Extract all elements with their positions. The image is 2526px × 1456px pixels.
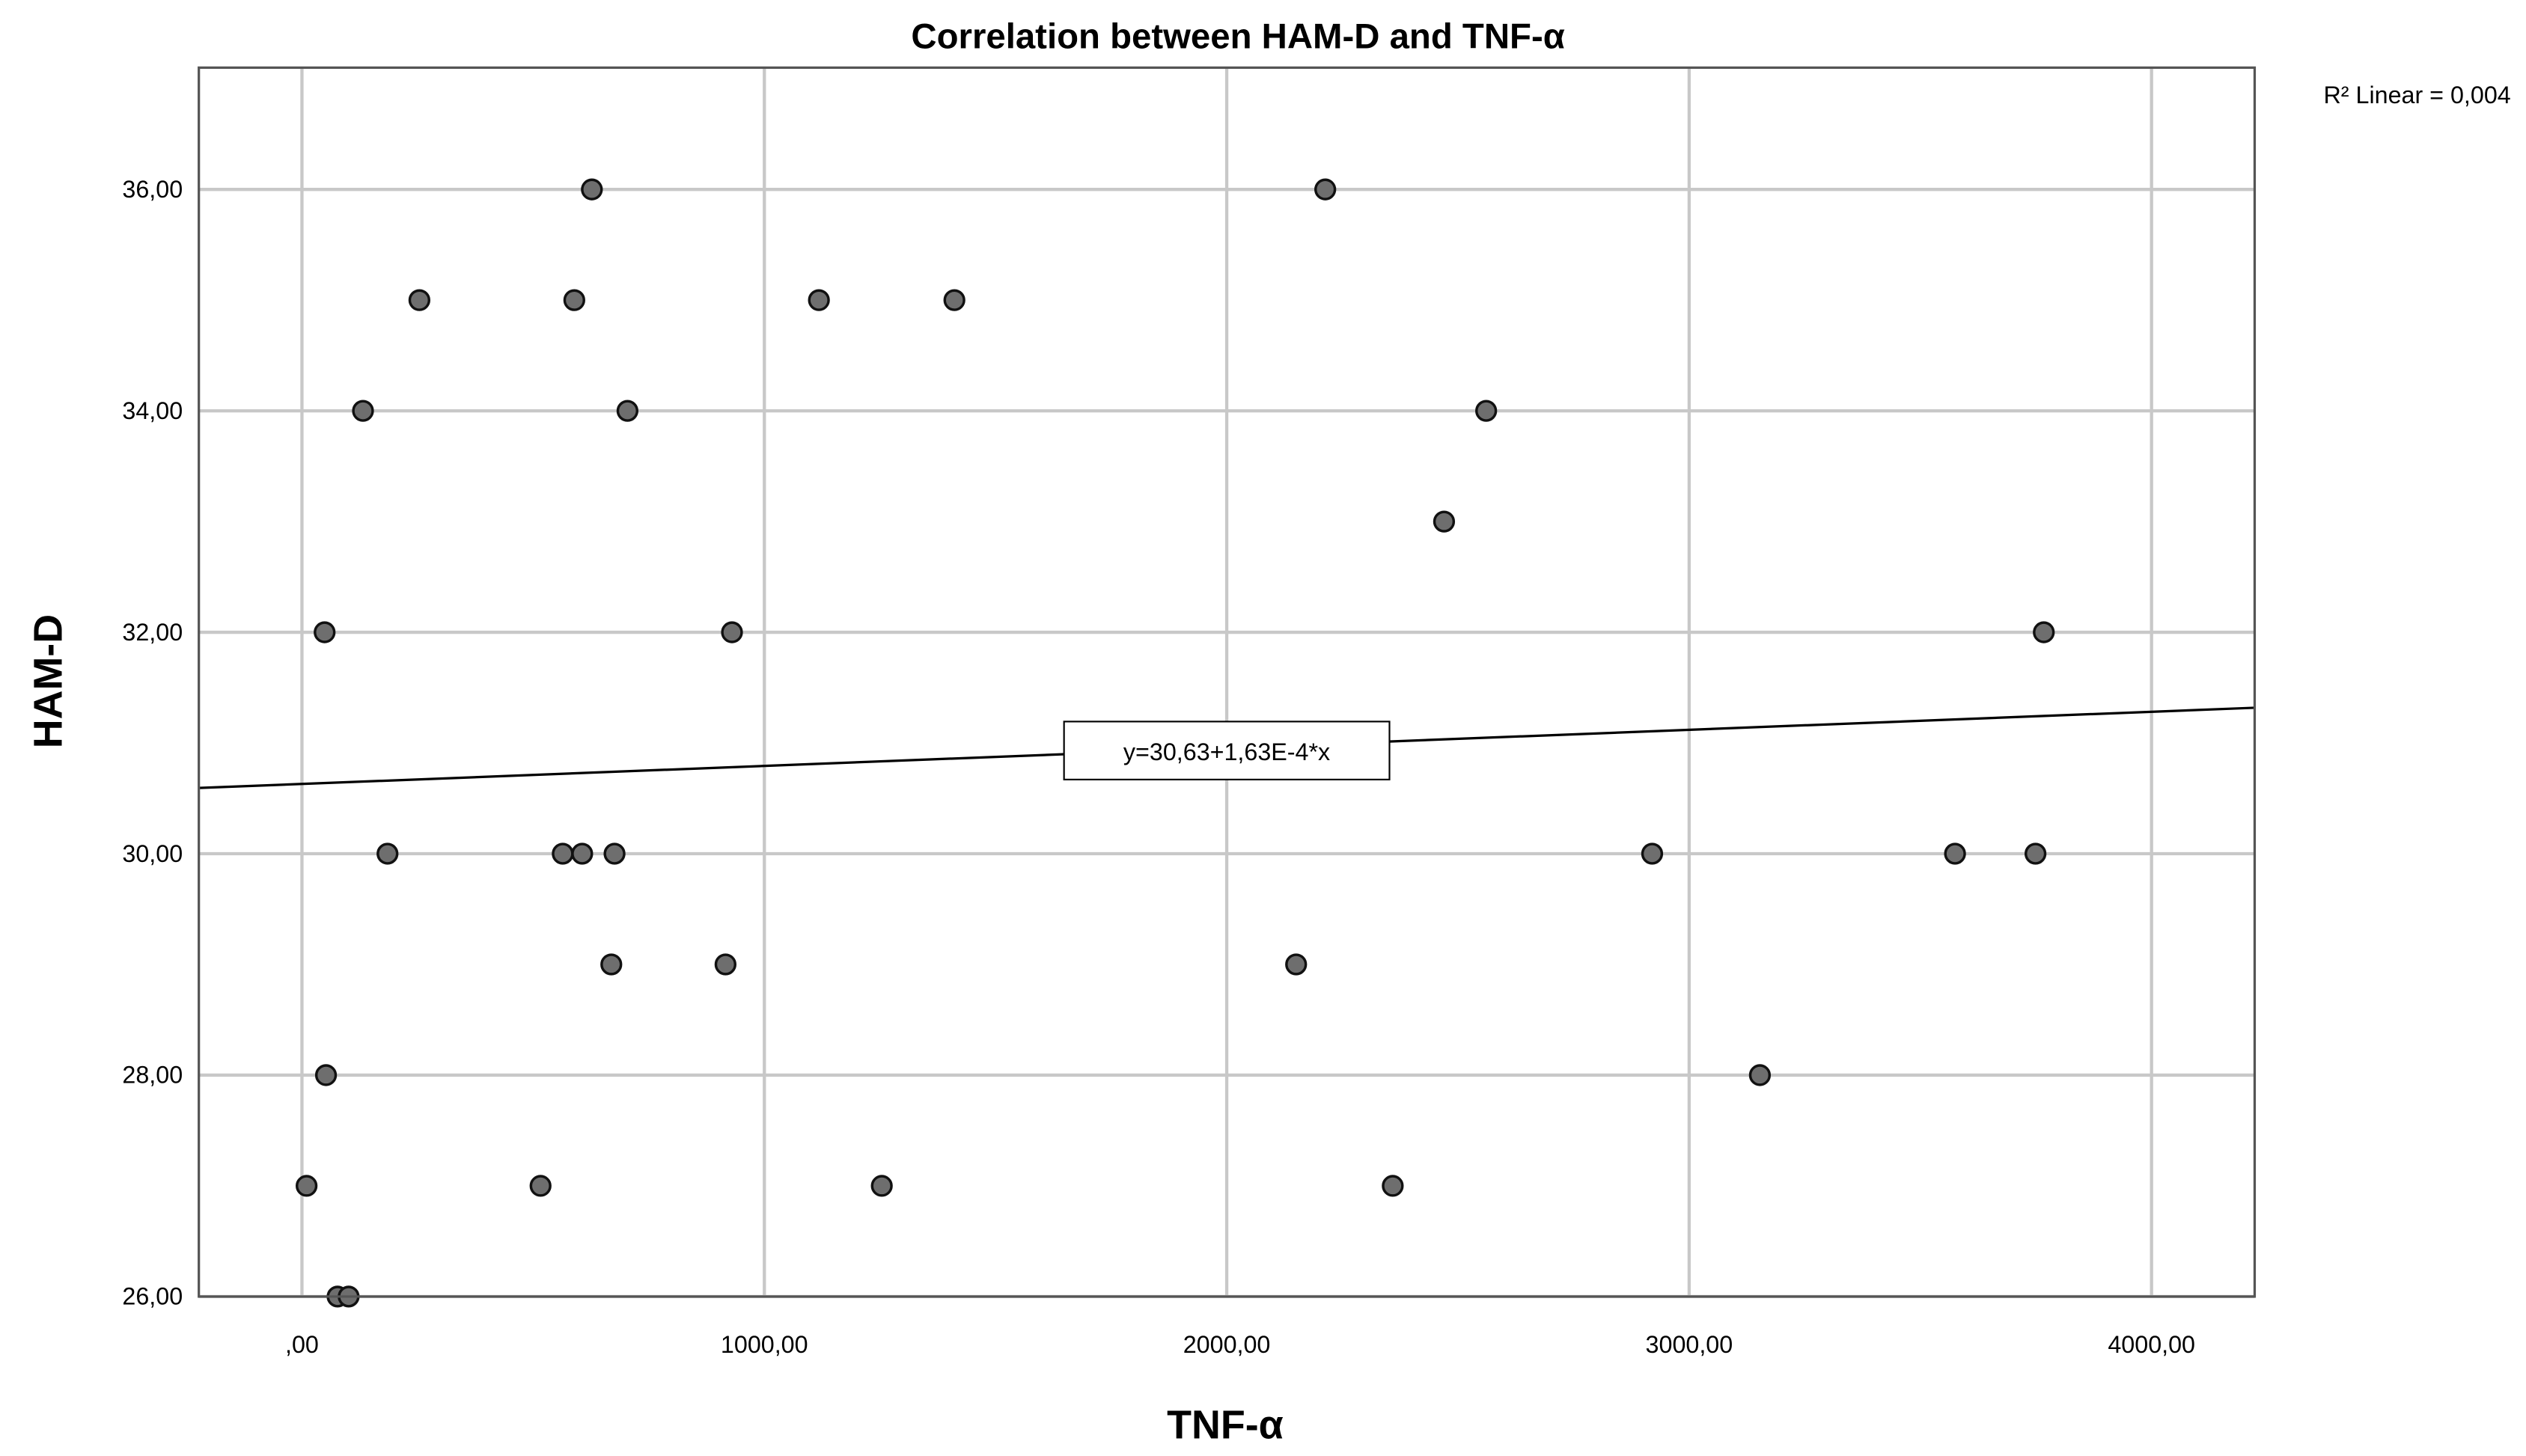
data-point [2033,621,2055,643]
x-tick-label: 4000,00 [2108,1331,2195,1358]
data-point [943,289,965,311]
data-point [1314,178,1337,201]
y-tick-label: 32,00 [122,619,183,646]
data-point [352,400,374,422]
data-point [2024,842,2047,865]
data-point [616,400,639,422]
data-point [295,1175,318,1197]
r-squared-label: R² Linear = 0,004 [2324,82,2511,108]
x-axis-label: TNF-α [1167,1402,1284,1447]
y-tick-label: 26,00 [122,1283,183,1310]
data-point [571,842,594,865]
grid [198,67,2255,1299]
data-point [600,953,623,976]
y-tick-label: 28,00 [122,1062,183,1089]
data-point [1285,953,1308,976]
data-point [1748,1064,1772,1086]
data-point [552,842,574,865]
chart-title: Correlation between HAM-D and TNF-α [911,17,1564,57]
y-tick-label: 36,00 [122,176,183,203]
x-tick-label: 1000,00 [721,1331,808,1358]
data-point [603,842,626,865]
data-point [1944,842,1966,865]
fit-equation-box: y=30,63+1,63E-4*x [1063,721,1391,780]
y-tick-label: 30,00 [122,840,183,867]
x-tick-label: 2000,00 [1183,1331,1271,1358]
plot-frame [198,66,2257,1298]
data-point [714,953,736,976]
data-point [1475,400,1498,422]
y-tick-label: 34,00 [122,397,183,424]
x-tick-label: ,00 [285,1331,319,1358]
y-axis-label: HAM-D [26,614,71,748]
data-point [563,289,585,311]
data-point [581,178,603,201]
data-point [529,1175,552,1197]
data-points [295,178,2055,1308]
data-point [314,621,336,643]
data-point [808,289,830,311]
data-point [1641,842,1664,865]
data-point [376,842,399,865]
fit-equation-label: y=30,63+1,63E-4*x [1123,738,1330,765]
x-tick-labels: ,00 1000,00 2000,00 3000,00 4000,00 [285,1331,2195,1358]
y-tick-labels: 26,00 28,00 30,00 32,00 34,00 36,00 [122,176,183,1310]
data-point [1382,1175,1404,1197]
x-tick-label: 3000,00 [1646,1331,1733,1358]
data-point [870,1175,893,1197]
data-point [408,289,431,311]
data-point [314,1064,338,1086]
data-point [1433,510,1456,533]
data-point [721,621,743,643]
